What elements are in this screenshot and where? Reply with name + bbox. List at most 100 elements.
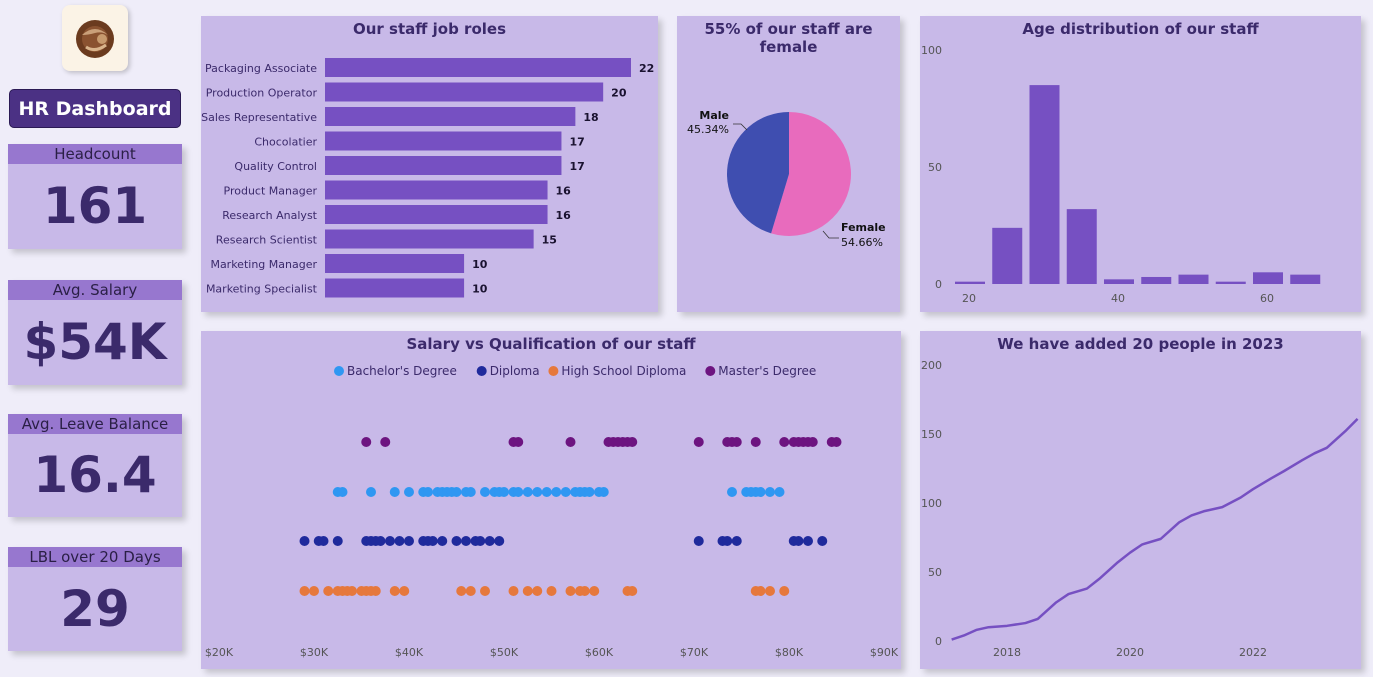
scatter-point [399, 586, 410, 596]
bar [325, 254, 465, 273]
scatter-point [394, 536, 405, 546]
kpi-label: LBL over 20 Days [8, 547, 182, 567]
x-tick-label: $80K [775, 646, 804, 659]
kpi-value: $54K [23, 313, 167, 371]
bar [325, 107, 576, 126]
scatter-point [693, 437, 704, 447]
chart-title: We have added 20 people in 2023 [997, 335, 1284, 353]
bar [1029, 85, 1060, 284]
category-label: Sales Representative [201, 111, 317, 124]
job-roles-panel: Our staff job roles Packaging Associate 2… [201, 16, 658, 312]
scatter-point [693, 536, 704, 546]
scatter-point [803, 536, 813, 546]
data-label: 17 [569, 160, 584, 173]
x-tick-label: 40 [1111, 292, 1125, 305]
bar [992, 227, 1023, 284]
slice-label: Male [699, 109, 729, 122]
pie-slice [771, 112, 851, 237]
scatter-point [461, 536, 471, 546]
scatter-point [532, 586, 543, 596]
kpi-label: Avg. Salary [8, 280, 182, 300]
pie-slice [727, 112, 789, 234]
leader-line [733, 123, 748, 131]
bar [325, 82, 604, 102]
category-label: Marketing Specialist [206, 283, 318, 296]
category-label: Chocolatier [254, 136, 317, 149]
scatter-point [541, 487, 552, 497]
bar [1104, 279, 1134, 284]
scatter-point [451, 487, 462, 497]
scatter-point [831, 437, 842, 447]
legend-marker [705, 366, 716, 376]
chart-title: 55% of our staff are female [704, 20, 873, 56]
x-tick-label: $50K [490, 646, 519, 659]
series-line [951, 417, 1359, 641]
scatter-point [465, 586, 476, 596]
hr-dashboard-button[interactable]: HR Dashboard [9, 89, 181, 128]
bar [325, 278, 465, 298]
headcount-line-chart: 0 50 100 150 200 2018 2020 2022 [921, 359, 1359, 659]
slice-value: 54.66% [841, 236, 883, 249]
scatter-point [361, 437, 372, 447]
scatter-point [722, 536, 733, 546]
kpi-value: 29 [60, 580, 130, 638]
scatter-point [565, 437, 576, 447]
scatter-point [494, 536, 505, 546]
scatter-point [456, 586, 467, 596]
scatter-point [546, 586, 557, 596]
data-label: 22 [639, 62, 654, 75]
scatter-point [513, 437, 524, 447]
scatter-point [370, 586, 381, 596]
scatter-point [755, 586, 766, 596]
scatter-point [299, 536, 310, 546]
category-label: Packaging Associate [205, 62, 317, 75]
scatter-point [484, 536, 495, 546]
legend-marker [476, 366, 487, 376]
scatter-point [389, 487, 400, 497]
scatter-point [765, 586, 775, 596]
x-tick-label: 2022 [1239, 646, 1267, 659]
x-tick-label: $70K [680, 646, 709, 659]
salary-panel: Salary vs Qualification of our staff Bac… [201, 331, 901, 669]
scatter-point [480, 487, 490, 497]
kpi-label: Headcount [8, 144, 182, 164]
category-label: Production Operator [206, 87, 318, 100]
scatter-point [375, 536, 386, 546]
x-tick-label: $90K [870, 646, 899, 659]
scatter-point [750, 437, 761, 447]
scatter-point [404, 536, 414, 546]
data-label: 10 [472, 258, 488, 271]
kpi-avg-salary-card: Avg. Salary $54K [8, 280, 182, 385]
bar [1253, 272, 1283, 284]
y-tick-label: 0 [935, 278, 942, 291]
bar [1215, 281, 1246, 284]
data-label: 15 [542, 234, 557, 247]
scatter-point [366, 487, 376, 497]
scatter-point [465, 487, 476, 497]
data-label: 17 [569, 136, 584, 149]
job-roles-chart: Packaging Associate 22 Production Operator… [201, 58, 654, 298]
legend-marker [334, 366, 344, 376]
scatter-point [731, 536, 742, 546]
chart-title: Age distribution of our staff [1022, 20, 1259, 38]
chart-title: Salary vs Qualification of our staff [406, 335, 696, 353]
growth-panel: We have added 20 people in 2023 0 50 100 15… [920, 331, 1361, 669]
scatter-point [579, 586, 590, 596]
data-label: 16 [556, 185, 572, 198]
salary-scatter-chart: Bachelor's Degree Diploma High School Dipl… [205, 364, 899, 659]
scatter-point [309, 586, 319, 596]
scatter-point [560, 487, 571, 497]
x-tick-label: $40K [395, 646, 424, 659]
scatter-point [598, 487, 609, 497]
category-label: Research Scientist [216, 234, 318, 247]
legend-marker [548, 366, 559, 376]
scatter-point [332, 536, 343, 546]
scatter-point [347, 586, 357, 596]
chocolate-logo [62, 5, 128, 71]
y-tick-label: 0 [935, 635, 942, 648]
chart-title: Our staff job roles [353, 20, 506, 38]
data-label: 10 [472, 283, 488, 296]
gender-panel: 55% of our staff are female Female 54.66%… [677, 16, 900, 312]
x-tick-label: 2020 [1116, 646, 1144, 659]
